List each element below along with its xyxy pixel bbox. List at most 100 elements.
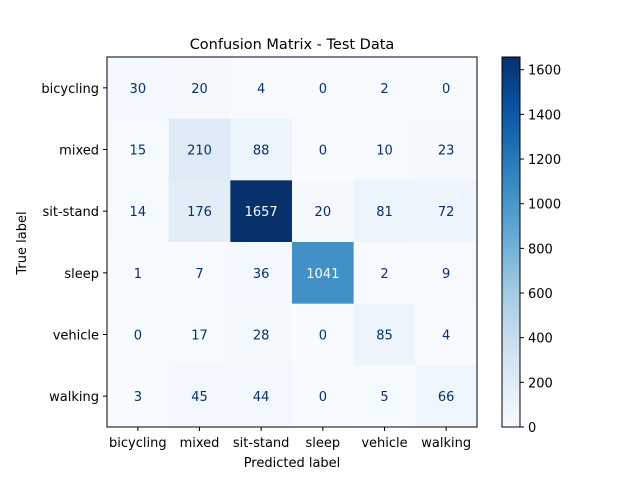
cell-value-label: 3: [134, 390, 142, 405]
cell-value-label: 0: [134, 329, 142, 344]
matrix-cells: [107, 57, 478, 428]
cell-value-label: 66: [438, 390, 455, 405]
x-tick-label: sit-stand: [233, 436, 290, 451]
matrix-cell: [107, 57, 170, 120]
matrix-cell: [230, 118, 293, 181]
cell-value-label: 81: [376, 205, 393, 220]
matrix-cell: [292, 365, 355, 428]
matrix-cell: [168, 242, 231, 305]
matrix-cell: [292, 180, 355, 243]
matrix-frame: [106, 56, 478, 428]
colorbar-tick-label: 600: [528, 287, 553, 302]
matrix-cell: [415, 57, 478, 120]
cell-value-label: 23: [438, 144, 455, 159]
colorbar-tick-label: 200: [528, 376, 553, 391]
y-tick-label: bicycling: [41, 82, 99, 97]
y-tick-label: vehicle: [53, 329, 99, 344]
cell-value-label: 44: [253, 390, 270, 405]
cell-value-label: 85: [376, 329, 393, 344]
x-tick-label: vehicle: [361, 436, 407, 451]
cell-value-label: 88: [253, 144, 270, 159]
cell-value-label: 45: [191, 390, 208, 405]
matrix-cell: [353, 303, 416, 366]
x-tick-label: sleep: [306, 436, 341, 451]
cell-value-label: 36: [253, 267, 270, 282]
matrix-cell: [168, 303, 231, 366]
y-tick-label: sleep: [64, 267, 99, 282]
cell-value-label: 17: [191, 329, 208, 344]
y-axis-label: True label: [15, 211, 30, 275]
y-tick-label: sit-stand: [42, 205, 99, 220]
matrix-cell: [230, 365, 293, 428]
matrix-cell: [353, 365, 416, 428]
matrix-cell: [230, 303, 293, 366]
cell-value-label: 2: [380, 267, 388, 282]
y-tick-label: walking: [49, 390, 99, 405]
colorbar-ticks: 0 200 400 600 800 1000 1200 1400 1600: [520, 64, 561, 436]
matrix-cell: [292, 57, 355, 120]
matrix-cell: [107, 365, 170, 428]
x-tick-label: bicycling: [109, 436, 167, 451]
cell-value-label: 0: [319, 82, 327, 97]
y-tick-label: mixed: [59, 144, 99, 159]
matrix-cell: [415, 365, 478, 428]
colorbar-tick-label: 1400: [528, 108, 561, 123]
matrix-cell: [107, 180, 170, 243]
matrix-cell: [415, 180, 478, 243]
cell-value-label: 14: [130, 205, 147, 220]
cell-value-label: 20: [315, 205, 332, 220]
colorbar-tick-label: 400: [528, 332, 553, 347]
matrix-cell: [168, 118, 231, 181]
cell-value-label: 0: [319, 390, 327, 405]
matrix-cell: [107, 242, 170, 305]
matrix-cell: [292, 242, 355, 305]
x-tick-label: walking: [421, 436, 471, 451]
cell-value-label: 4: [257, 82, 265, 97]
matrix-cell: [353, 57, 416, 120]
matrix-cell: [353, 242, 416, 305]
x-axis-ticks: bicycling mixed sit-stand sleep vehicle walki…: [109, 427, 471, 451]
cell-value-label: 9: [442, 267, 450, 282]
y-axis-ticks: bicycling mixed sit-stand sleep vehicle walki…: [41, 82, 107, 405]
matrix-cell: [292, 303, 355, 366]
cell-value-label: 0: [319, 144, 327, 159]
cell-value-label: 30: [130, 82, 147, 97]
x-tick-label: mixed: [180, 436, 220, 451]
matrix-cell: [107, 118, 170, 181]
cell-value-label: 1: [134, 267, 142, 282]
matrix-cell: [230, 242, 293, 305]
cell-value-label: 72: [438, 205, 455, 220]
cell-value-label: 2: [380, 82, 388, 97]
matrix-cell: [353, 118, 416, 181]
matrix-cell: [230, 180, 293, 243]
colorbar-tick-label: 1000: [528, 198, 561, 213]
matrix-cell: [168, 365, 231, 428]
cell-value-label: 210: [187, 144, 212, 159]
matrix-cell: [415, 242, 478, 305]
colorbar-tick-label: 1600: [528, 64, 561, 79]
matrix-cell: [415, 303, 478, 366]
cell-value-label: 10: [376, 144, 393, 159]
matrix-cell: [168, 57, 231, 120]
matrix-cell: [353, 180, 416, 243]
cell-value-label: 0: [442, 82, 450, 97]
colorbar-tick-label: 800: [528, 242, 553, 257]
matrix-cell: [230, 57, 293, 120]
cell-value-label: 4: [442, 329, 450, 344]
colorbar-tick-label: 1200: [528, 153, 561, 168]
cell-value-label: 15: [130, 144, 147, 159]
colorbar: [501, 56, 521, 428]
chart-title: Confusion Matrix - Test Data: [190, 37, 395, 53]
cell-value-label: 5: [380, 390, 388, 405]
matrix-cell: [107, 303, 170, 366]
cell-value-label: 0: [319, 329, 327, 344]
matrix-cell: [415, 118, 478, 181]
matrix-cell: [168, 180, 231, 243]
cell-value-label: 1041: [306, 267, 339, 282]
x-axis-label: Predicted label: [244, 456, 341, 471]
cell-value-label: 7: [195, 267, 203, 282]
colorbar-tick-label: 0: [528, 421, 536, 436]
